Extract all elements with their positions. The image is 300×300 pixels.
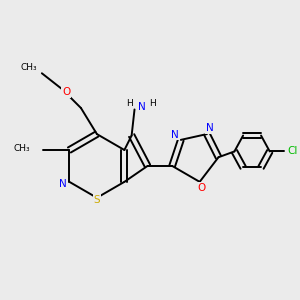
Text: H: H bbox=[149, 99, 156, 108]
Text: O: O bbox=[197, 183, 206, 193]
Text: N: N bbox=[59, 179, 67, 189]
Text: N: N bbox=[171, 130, 179, 140]
Text: CH₃: CH₃ bbox=[21, 63, 38, 72]
Text: N: N bbox=[206, 123, 214, 133]
Text: CH₃: CH₃ bbox=[14, 144, 30, 153]
Text: S: S bbox=[94, 194, 100, 205]
Text: O: O bbox=[62, 87, 70, 97]
Text: Cl: Cl bbox=[288, 146, 298, 156]
Text: N: N bbox=[138, 102, 146, 112]
Text: H: H bbox=[126, 99, 133, 108]
